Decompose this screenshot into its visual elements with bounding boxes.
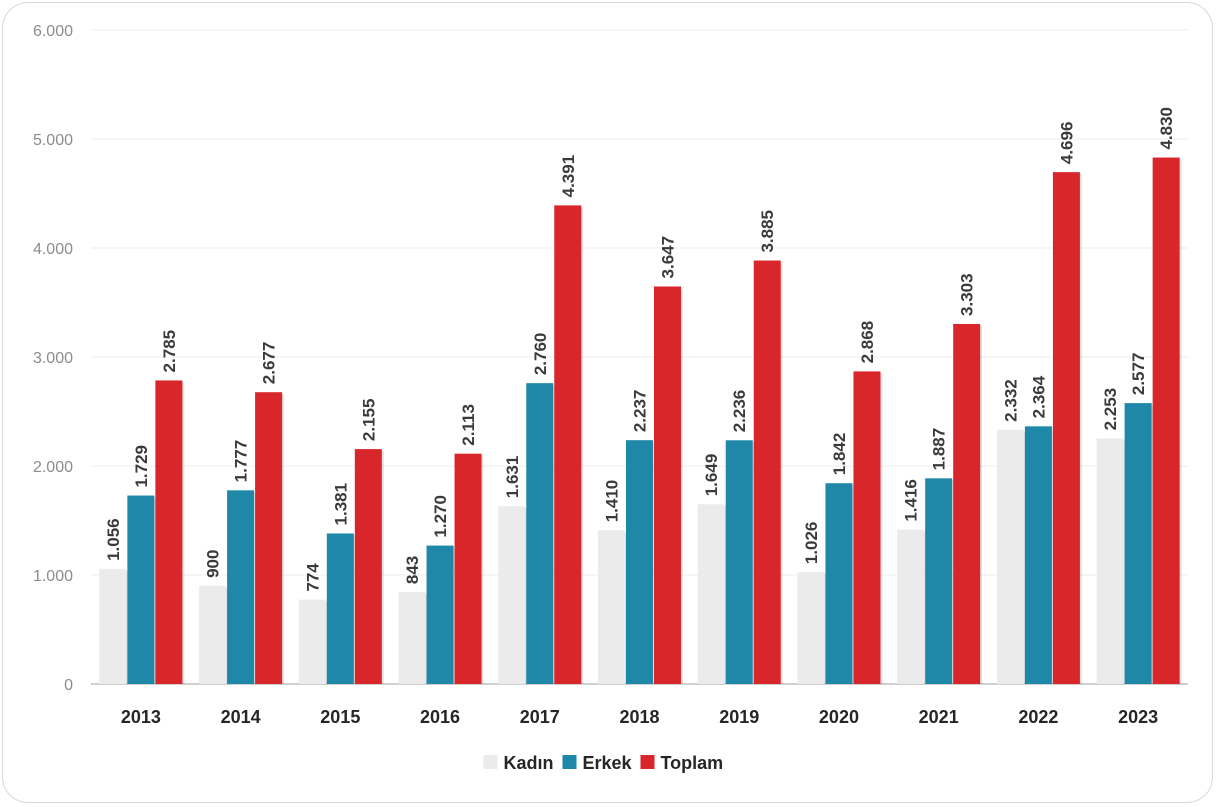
data-label: 2.113 [459, 404, 478, 446]
x-tick-label: 2022 [1018, 707, 1058, 727]
data-label: 2.253 [1101, 388, 1120, 431]
x-tick-label: 2014 [221, 707, 261, 727]
data-label: 1.777 [232, 440, 251, 483]
x-tick-label: 2016 [420, 707, 460, 727]
data-label: 1.381 [331, 483, 350, 526]
data-label: 2.155 [359, 399, 378, 442]
data-label: 3.885 [758, 210, 777, 253]
x-tick-label: 2013 [121, 707, 161, 727]
bar-kadın [697, 504, 725, 684]
data-label: 2.332 [1001, 379, 1020, 422]
data-label: 900 [204, 550, 223, 578]
data-label: 774 [303, 563, 322, 592]
bar-erkek [227, 490, 255, 684]
x-tick-label: 2020 [819, 707, 859, 727]
bar-toplam [953, 323, 981, 684]
legend-label-erkek: Erkek [583, 753, 633, 773]
bar-erkek [725, 440, 753, 684]
bar-kadın [1096, 438, 1124, 684]
bar-erkek [925, 478, 953, 684]
bar-toplam [255, 392, 283, 684]
bar-toplam [1152, 157, 1180, 684]
bar-erkek [326, 533, 354, 684]
legend-label-toplam: Toplam [661, 753, 724, 773]
x-tick-label: 2015 [320, 707, 360, 727]
bar-toplam [155, 380, 183, 684]
x-tick-label: 2021 [919, 707, 959, 727]
data-label: 1.270 [431, 495, 450, 538]
bar-kadın [498, 506, 526, 684]
bar-kadın [199, 585, 227, 684]
data-label: 2.236 [730, 390, 749, 433]
data-label: 2.760 [531, 333, 550, 376]
x-tick-label: 2019 [719, 707, 759, 727]
data-label: 3.647 [659, 236, 678, 279]
x-tick-label: 2017 [520, 707, 560, 727]
bar-kadın [897, 529, 925, 684]
y-tick-label: 4.000 [33, 241, 73, 258]
bar-erkek [825, 483, 853, 684]
bar-toplam [1052, 172, 1080, 685]
bar-toplam [853, 371, 881, 684]
legend-label-kadın: Kadın [504, 753, 554, 773]
data-label: 4.391 [559, 155, 578, 198]
data-label: 2.677 [260, 342, 279, 385]
data-label: 4.696 [1057, 122, 1076, 165]
legend-swatch-toplam [640, 755, 655, 769]
y-tick-label: 3.000 [33, 350, 73, 367]
bar-kadın [598, 530, 625, 684]
data-label: 2.237 [631, 390, 650, 433]
bar-kadın [797, 572, 825, 684]
y-tick-label: 5.000 [33, 132, 73, 149]
bar-toplam [454, 453, 482, 684]
bar-erkek [1124, 403, 1152, 684]
bar-erkek [626, 440, 653, 684]
bar-toplam [654, 286, 681, 684]
data-label: 1.842 [830, 433, 849, 476]
y-tick-label: 0 [64, 677, 73, 694]
bar-erkek [526, 383, 554, 684]
data-label: 1.887 [930, 428, 949, 471]
data-label: 2.868 [858, 321, 877, 364]
data-label: 3.303 [958, 273, 977, 316]
x-tick-label: 2018 [619, 707, 659, 727]
data-label: 4.830 [1157, 107, 1176, 150]
data-label: 2.577 [1129, 353, 1148, 396]
legend-swatch-erkek [562, 755, 577, 769]
bar-toplam [554, 205, 582, 685]
data-label: 1.410 [603, 480, 622, 523]
data-label: 1.056 [104, 518, 123, 561]
legend-swatch-kadın [483, 755, 498, 769]
bar-kadın [99, 568, 127, 684]
x-tick-label: 2023 [1118, 707, 1158, 727]
data-label: 1.631 [503, 456, 522, 499]
y-tick-label: 1.000 [33, 568, 73, 585]
y-tick-label: 2.000 [33, 459, 73, 476]
bar-toplam [354, 449, 382, 684]
data-label: 1.026 [802, 522, 821, 565]
data-label: 2.785 [160, 330, 179, 373]
y-tick-label: 6.000 [33, 23, 73, 40]
bar-erkek [1024, 426, 1052, 684]
data-label: 1.649 [702, 454, 721, 497]
bar-kadın [398, 592, 426, 684]
bar-kadın [298, 599, 326, 684]
bar-erkek [426, 545, 454, 684]
bar-erkek [127, 495, 155, 684]
data-label: 1.416 [902, 479, 921, 522]
data-label: 843 [403, 556, 422, 584]
data-label: 1.729 [132, 445, 151, 488]
bar-toplam [753, 260, 781, 684]
bar-kadın [996, 429, 1024, 684]
data-label: 2.364 [1029, 375, 1048, 418]
